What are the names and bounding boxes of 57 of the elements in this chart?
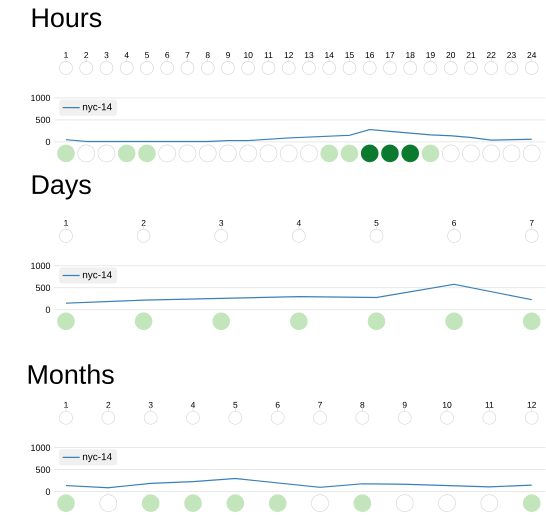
x-tick-label: 15 xyxy=(345,52,354,58)
y-tick-label: 500 xyxy=(36,116,50,124)
x-tick-label: 4 xyxy=(190,402,196,408)
x-tick-label: 6 xyxy=(452,220,456,226)
y-tick-label: 0 xyxy=(46,138,50,146)
x-tick-label: 2 xyxy=(84,52,88,58)
x-tick-label: 10 xyxy=(442,402,452,408)
x-tick-label: 12 xyxy=(284,52,293,58)
x-tick-label: 3 xyxy=(219,220,224,226)
x-tick-label: 13 xyxy=(304,52,314,58)
x-tick-label: 2 xyxy=(142,220,146,226)
x-tick-label: 7 xyxy=(186,52,190,58)
x-tick-label: 11 xyxy=(264,52,272,58)
x-tick-label: 11 xyxy=(486,402,494,408)
x-tick-label: 3 xyxy=(104,52,108,58)
x-tick-label: 20 xyxy=(446,52,456,58)
x-tick-label: 16 xyxy=(366,52,374,58)
legend-label: nyc-14 xyxy=(82,104,112,112)
y-tick-label: 500 xyxy=(36,284,50,292)
x-tick-label: 6 xyxy=(165,52,170,58)
x-tick-label: 1 xyxy=(64,402,68,408)
x-tick-label: 5 xyxy=(233,402,238,408)
x-tick-label: 8 xyxy=(360,402,364,408)
x-tick-label: 24 xyxy=(527,52,536,58)
y-tick-label: 1000 xyxy=(31,444,50,452)
x-tick-label: 21 xyxy=(466,52,476,58)
x-tick-label: 9 xyxy=(226,52,230,58)
x-tick-label: 1 xyxy=(64,52,68,58)
x-tick-label: 12 xyxy=(528,402,536,408)
x-tick-label: 6 xyxy=(276,402,280,408)
chart-title: Hours xyxy=(32,8,102,28)
x-tick-label: 5 xyxy=(144,52,149,58)
x-tick-label: 7 xyxy=(530,220,534,226)
y-tick-label: 500 xyxy=(36,466,50,474)
x-tick-label: 1 xyxy=(64,220,68,226)
x-tick-label: 10 xyxy=(244,52,253,58)
x-tick-label: 19 xyxy=(426,52,435,58)
x-tick-label: 17 xyxy=(386,52,394,58)
x-tick-label: 22 xyxy=(486,52,496,58)
x-tick-label: 9 xyxy=(402,402,407,408)
x-tick-label: 14 xyxy=(325,52,334,58)
chart-title: Days xyxy=(32,176,91,200)
x-tick-label: 8 xyxy=(206,52,210,58)
y-tick-label: 1000 xyxy=(31,262,50,270)
legend-label: nyc-14 xyxy=(82,453,112,462)
x-tick-label: 18 xyxy=(406,52,415,58)
x-tick-label: 4 xyxy=(296,220,301,226)
y-tick-label: 0 xyxy=(46,488,50,496)
x-tick-label: 7 xyxy=(318,402,322,408)
x-tick-label: 4 xyxy=(124,52,129,58)
chart-title: Months xyxy=(28,364,114,384)
x-tick-label: 5 xyxy=(374,220,378,226)
y-tick-label: 0 xyxy=(46,306,50,314)
y-tick-label: 1000 xyxy=(31,94,50,102)
x-tick-label: 23 xyxy=(507,52,516,58)
x-tick-label: 3 xyxy=(148,402,153,408)
legend-label: nyc-14 xyxy=(82,271,112,280)
